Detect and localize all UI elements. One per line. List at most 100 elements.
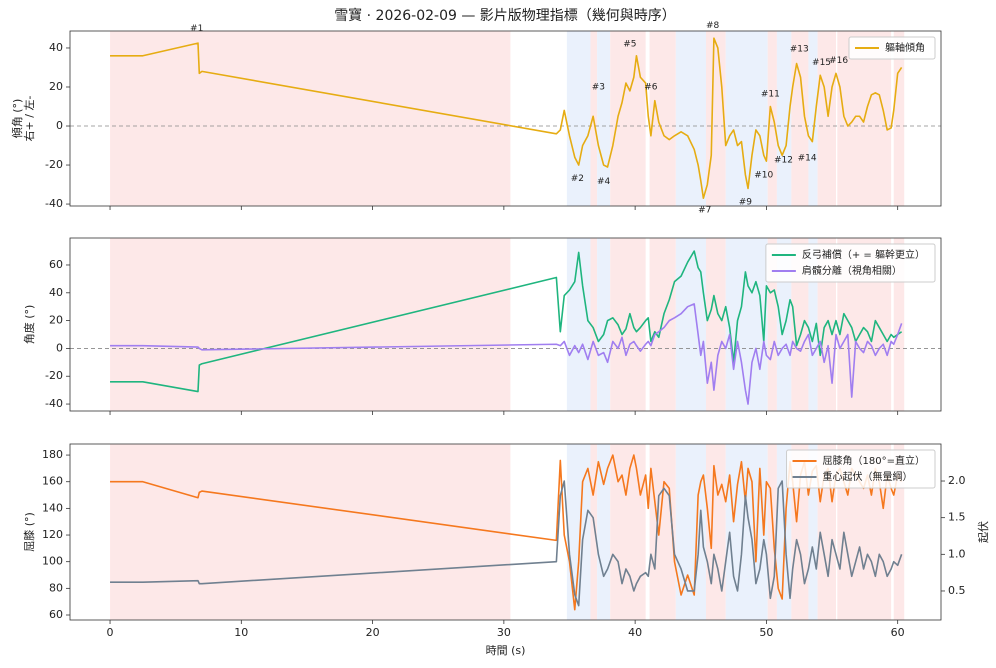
y-axis-label: 右+ / 左-	[22, 96, 36, 142]
panel: 60 80 100 120 140 160 180 0.5 1.0 1.5 2.0 0 10 20 30 40…	[23, 443, 990, 657]
y-tick-label: 20	[49, 80, 63, 93]
y-tick-label: 160	[42, 475, 63, 488]
y2-tick-label: 1.0	[948, 547, 966, 560]
y-tick-label: 180	[42, 448, 63, 461]
phase-span	[590, 238, 598, 411]
plot-area	[110, 444, 905, 620]
phase-span	[110, 444, 511, 620]
series-line	[110, 37, 903, 199]
panel: -40 -20 0 20 40 傾角 (°) 右+ / 左- #1 #2 #3 #4 #5 #6 #7 #8…	[10, 21, 942, 215]
y-tick-label: 60	[49, 258, 63, 271]
annotation: #5	[623, 40, 636, 50]
phase-span	[110, 238, 511, 411]
phase-span	[597, 444, 611, 620]
phase-span	[597, 31, 611, 206]
y-axis-label: 角度 (°)	[22, 305, 36, 345]
phase-span	[649, 444, 676, 620]
annotation: #14	[798, 154, 817, 164]
phase-span	[767, 31, 777, 206]
plot-frame	[69, 443, 942, 621]
legend: 屈膝角（180°=直立） 重心起伏（無量綱）	[786, 449, 936, 489]
phase-span	[791, 31, 809, 206]
x-tick-label: 60	[891, 626, 905, 639]
legend-box	[848, 36, 936, 60]
legend: 軀軸傾角	[848, 36, 936, 60]
phase-span	[808, 444, 818, 620]
phase-span	[706, 31, 726, 206]
y-axis-label: 傾角 (°)	[10, 99, 24, 139]
phase-span	[725, 444, 768, 620]
annotation: #4	[597, 177, 611, 187]
legend-label: 肩髖分離（視角相關）	[802, 264, 902, 277]
phase-span	[590, 444, 598, 620]
x-axis-label: 時間 (s)	[486, 644, 526, 657]
panel: -40 -20 0 20 40 60 角度 (°) 反弓補償（+ = 軀幹更立） 肩髖分離（視角…	[22, 237, 942, 415]
annotation: #16	[829, 56, 848, 66]
phase-span	[893, 444, 905, 620]
phase-span	[776, 31, 792, 206]
legend-label: 屈膝角（180°=直立）	[823, 454, 925, 467]
y-tick-label: 40	[49, 41, 63, 54]
annotation: #1	[190, 24, 203, 34]
y-tick-label: -20	[45, 158, 63, 171]
phase-span	[610, 31, 646, 206]
phase-span	[706, 238, 726, 411]
phase-span	[597, 238, 611, 411]
phase-span	[808, 238, 818, 411]
phase-span	[893, 31, 905, 206]
x-tick-label: 30	[497, 626, 511, 639]
x-tick-label: 50	[759, 626, 773, 639]
y-tick-label: 120	[42, 528, 63, 541]
phase-span	[566, 31, 591, 206]
legend-box	[765, 243, 936, 283]
phase-span	[767, 444, 777, 620]
annotation: #13	[790, 44, 809, 54]
annotation: #10	[754, 170, 773, 180]
y-tick-label: 0	[56, 119, 63, 132]
annotation: #12	[774, 156, 793, 166]
annotation: #15	[812, 58, 831, 68]
phase-span	[675, 238, 707, 411]
phase-span	[566, 238, 591, 411]
y-tick-label: 60	[49, 608, 63, 621]
y-tick-label: 100	[42, 555, 63, 568]
legend-label: 重心起伏（無量綱）	[823, 470, 913, 483]
x-tick-label: 40	[628, 626, 642, 639]
annotation: #3	[592, 82, 605, 92]
y-axis-label: 屈膝 (°)	[23, 512, 36, 552]
phase-span	[649, 31, 676, 206]
y2-tick-label: 0.5	[948, 584, 966, 597]
legend-label: 反弓補償（+ = 軀幹更立）	[802, 248, 925, 261]
annotation: #7	[698, 205, 711, 215]
y-tick-label: -20	[45, 369, 63, 382]
y-tick-label: -40	[45, 197, 63, 210]
phase-span	[610, 238, 646, 411]
y2-tick-label: 2.0	[948, 474, 966, 487]
phase-span	[110, 31, 511, 206]
plot-frame	[69, 237, 942, 412]
y-tick-label: 20	[49, 314, 63, 327]
phase-span	[675, 31, 707, 206]
annotation: #6	[644, 82, 658, 92]
legend: 反弓補償（+ = 軀幹更立） 肩髖分離（視角相關）	[765, 243, 936, 283]
y-tick-label: 40	[49, 286, 63, 299]
chart-title: 雪寶 · 2026-02-09 — 影片版物理指標（幾何與時序）	[334, 8, 676, 24]
legend-box	[786, 449, 936, 489]
phase-span	[893, 238, 905, 411]
legend-label: 軀軸傾角	[885, 41, 925, 54]
phase-span	[725, 31, 768, 206]
phase-span	[767, 238, 777, 411]
y-tick-label: 0	[56, 341, 63, 354]
plot-frame	[69, 30, 942, 207]
phase-span	[808, 31, 818, 206]
annotation: #9	[739, 198, 753, 208]
y-tick-label: 140	[42, 501, 63, 514]
x-tick-label: 20	[366, 626, 380, 639]
annotation: #11	[761, 89, 780, 99]
annotation: #8	[706, 21, 720, 31]
plot-area	[70, 31, 941, 206]
phase-span	[649, 238, 676, 411]
series-line	[110, 250, 903, 393]
y2-tick-label: 1.5	[948, 511, 966, 524]
plot-area	[70, 238, 941, 411]
